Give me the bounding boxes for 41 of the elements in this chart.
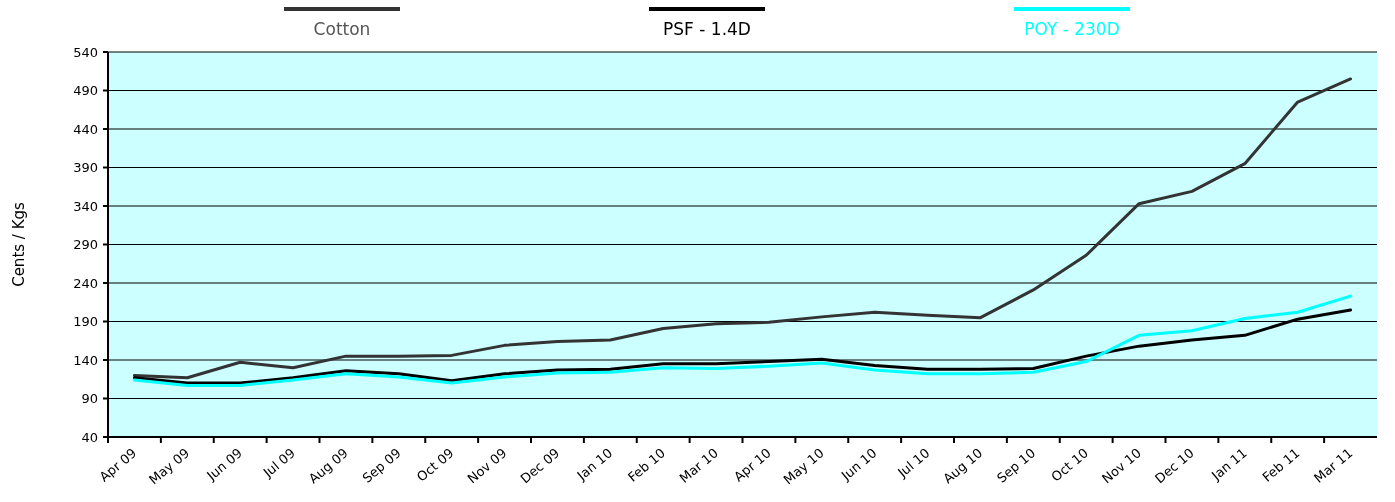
x-tick-label: Jul 09 [259,445,298,481]
y-tick-label: 540 [73,44,98,60]
line-series [132,77,1353,380]
x-tick-label: Dec 10 [1152,445,1197,487]
x-tick-label: Jul 10 [894,445,933,481]
y-tick-label: 190 [73,314,98,330]
line-series [132,294,1353,387]
x-tick-label: Nov 09 [464,445,510,487]
text: Cotton [313,19,371,39]
text: POY - 230D [1024,19,1120,39]
x-tick-label: May 09 [146,445,193,488]
x-tick-label: Oct 09 [413,445,457,485]
x-tick-label: Sep 09 [359,445,404,486]
x-tick-label: Aug 10 [940,445,986,487]
x-tick-label: May 10 [780,445,827,488]
x-tick-label: Nov 10 [1099,445,1144,487]
x-tick-label: Apr 10 [731,445,774,485]
y-tick-label: 390 [73,160,98,176]
y-tick-label: 240 [73,275,98,291]
x-tick-label: Mar 10 [676,445,721,486]
x-tick-label: Oct 10 [1048,445,1092,485]
x-tick-label: Jun 10 [837,445,880,484]
x-tick-label: Aug 09 [305,445,351,487]
x-tick-label: Sep 10 [993,445,1039,486]
y-tick-label: 440 [73,121,98,137]
y-axis-title: Cents / Kgs [10,201,28,287]
x-tick-label: Apr 09 [96,445,140,485]
y-tick-label: 490 [73,83,98,99]
x-tick-label: Mar 11 [1311,445,1356,486]
x-tick-label: Feb 10 [624,445,669,485]
y-tick-label: 340 [73,198,98,214]
y-tick-label: 40 [81,429,98,445]
y-tick-label: 140 [73,352,98,368]
y-tick-label: 290 [73,237,98,253]
y-tick-label: 90 [81,391,98,407]
x-tick-label: Jun 09 [203,445,246,484]
x-tick-label: Feb 11 [1259,445,1303,485]
x-tick-label: Dec 09 [517,445,563,487]
text: PSF - 1.4D [663,19,751,39]
x-tick-label: Jan 11 [1208,445,1250,484]
x-tick-label: Jan 10 [573,445,616,484]
